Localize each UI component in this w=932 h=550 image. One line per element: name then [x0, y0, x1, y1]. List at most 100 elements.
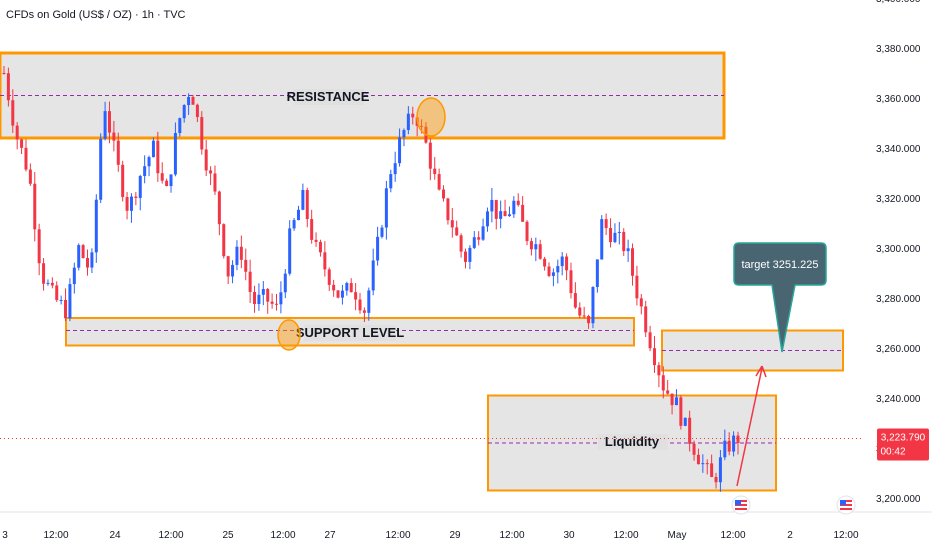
candle-body[interactable]: [323, 252, 327, 270]
candle-body[interactable]: [609, 228, 613, 243]
candle-body[interactable]: [652, 348, 656, 366]
candle-body[interactable]: [336, 290, 340, 298]
candle-body[interactable]: [657, 365, 661, 376]
candle-body[interactable]: [362, 310, 366, 313]
candle-body[interactable]: [543, 258, 547, 267]
candle-body[interactable]: [389, 174, 393, 189]
candle-body[interactable]: [209, 170, 213, 174]
candle-body[interactable]: [398, 137, 402, 164]
candle-body[interactable]: [42, 263, 46, 284]
candle-body[interactable]: [99, 138, 103, 200]
candle-body[interactable]: [635, 275, 639, 299]
candle-body[interactable]: [257, 294, 261, 304]
candle-body[interactable]: [551, 272, 555, 276]
candle-body[interactable]: [481, 226, 485, 240]
candle-body[interactable]: [318, 241, 322, 253]
candle-body[interactable]: [296, 209, 300, 221]
candle-body[interactable]: [587, 316, 591, 324]
candle-body[interactable]: [459, 235, 463, 252]
candle-body[interactable]: [710, 463, 714, 477]
candle-body[interactable]: [507, 214, 511, 217]
candle-body[interactable]: [701, 463, 705, 465]
candle-body[interactable]: [639, 298, 643, 307]
candle-body[interactable]: [433, 168, 437, 175]
candle-body[interactable]: [103, 111, 107, 139]
candle-body[interactable]: [503, 211, 507, 217]
candle-body[interactable]: [622, 231, 626, 252]
candle-body[interactable]: [11, 100, 15, 126]
candle-body[interactable]: [217, 191, 221, 225]
candle-body[interactable]: [33, 183, 37, 230]
candle-body[interactable]: [406, 113, 410, 131]
candle-body[interactable]: [279, 292, 283, 305]
candle-body[interactable]: [582, 315, 586, 317]
candle-body[interactable]: [411, 113, 415, 118]
candle-body[interactable]: [670, 393, 674, 406]
candle-body[interactable]: [178, 118, 182, 134]
candle-body[interactable]: [147, 157, 151, 167]
candle-body[interactable]: [28, 169, 32, 184]
candle-body[interactable]: [631, 248, 635, 276]
candle-body[interactable]: [94, 199, 98, 253]
candle-body[interactable]: [253, 291, 257, 304]
candle-body[interactable]: [327, 269, 331, 285]
candle-body[interactable]: [248, 271, 252, 292]
candle-body[interactable]: [226, 256, 230, 277]
candle-body[interactable]: [376, 236, 380, 261]
candle-body[interactable]: [134, 196, 138, 198]
candle-body[interactable]: [275, 303, 279, 305]
candle-body[interactable]: [455, 227, 459, 236]
candle-body[interactable]: [6, 73, 10, 101]
candle-body[interactable]: [718, 457, 722, 483]
candle-body[interactable]: [732, 435, 736, 452]
candle-body[interactable]: [244, 259, 248, 272]
candle-body[interactable]: [463, 251, 467, 262]
candle-body[interactable]: [2, 73, 6, 74]
candle-body[interactable]: [15, 125, 19, 140]
candle-body[interactable]: [521, 204, 525, 222]
candle-body[interactable]: [314, 239, 318, 242]
candle-body[interactable]: [604, 219, 608, 229]
candle-body[interactable]: [705, 463, 709, 465]
candle-body[interactable]: [81, 245, 85, 258]
price-axis[interactable]: [862, 0, 932, 550]
candle-body[interactable]: [169, 174, 173, 186]
candle-body[interactable]: [266, 288, 270, 302]
candle-body[interactable]: [231, 264, 235, 277]
candle-body[interactable]: [143, 166, 147, 176]
candle-body[interactable]: [468, 247, 472, 262]
candle-body[interactable]: [727, 440, 731, 452]
candle-body[interactable]: [696, 454, 700, 465]
candle-body[interactable]: [165, 180, 169, 186]
candle-body[interactable]: [556, 266, 560, 273]
candle-body[interactable]: [24, 147, 28, 170]
candle-body[interactable]: [692, 443, 696, 455]
candle-body[interactable]: [86, 257, 90, 268]
candle-body[interactable]: [301, 190, 305, 210]
candle-body[interactable]: [600, 219, 604, 260]
candle-body[interactable]: [591, 287, 595, 324]
candle-body[interactable]: [450, 220, 454, 228]
candle-body[interactable]: [485, 211, 489, 227]
candle-body[interactable]: [380, 227, 384, 237]
candle-body[interactable]: [613, 232, 617, 243]
candle-body[interactable]: [310, 219, 314, 240]
candle-body[interactable]: [90, 252, 94, 268]
candle-body[interactable]: [305, 190, 309, 220]
candle-body[interactable]: [578, 307, 582, 316]
candle-body[interactable]: [494, 199, 498, 219]
candle-body[interactable]: [37, 229, 41, 264]
candle-body[interactable]: [129, 196, 133, 211]
candle-body[interactable]: [151, 140, 155, 158]
candle-body[interactable]: [121, 164, 125, 197]
candle-body[interactable]: [138, 175, 142, 198]
candle-body[interactable]: [512, 200, 516, 215]
target-callout[interactable]: [733, 242, 827, 353]
candle-body[interactable]: [367, 290, 371, 313]
candle-body[interactable]: [477, 237, 481, 240]
candle-body[interactable]: [472, 237, 476, 248]
candle-body[interactable]: [235, 246, 239, 265]
candle-body[interactable]: [125, 196, 129, 211]
candle-body[interactable]: [349, 283, 353, 293]
